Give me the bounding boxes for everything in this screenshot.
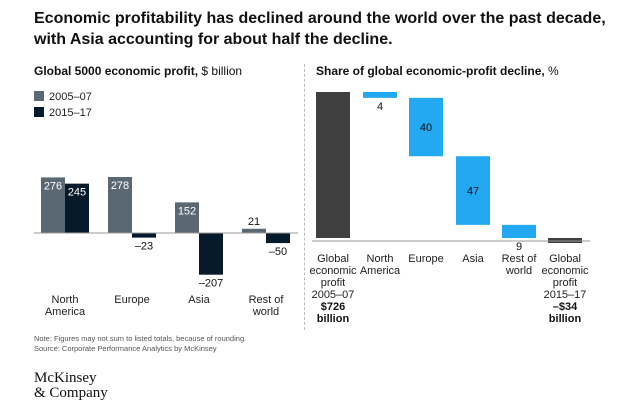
x-tick-label-0: North America bbox=[45, 294, 86, 318]
waterfall-total-label-0: $726 billion bbox=[317, 301, 350, 325]
bar-label-2015-2: –207 bbox=[199, 278, 223, 290]
waterfall-total-label-5: –$34 billion bbox=[549, 301, 582, 325]
legend-swatch-2005 bbox=[34, 91, 44, 101]
legend-item-2005: 2005–07 bbox=[34, 91, 92, 103]
footnote-note: Note: Figures may not sum to listed tota… bbox=[34, 334, 247, 343]
waterfall-label-1: 4 bbox=[377, 101, 383, 113]
waterfall-x-label-1: North America bbox=[360, 253, 401, 277]
x-tick-label-2: Asia bbox=[188, 294, 210, 306]
waterfall-label-3: 47 bbox=[467, 186, 479, 198]
x-tick-label-3: Rest of world bbox=[249, 294, 285, 318]
bar-label-2005-3: 21 bbox=[248, 216, 260, 228]
bar-2005-2 bbox=[175, 202, 199, 233]
waterfall-x-label-0: Global economic profit 2005–07 bbox=[309, 253, 357, 301]
waterfall-x-label-2: Europe bbox=[408, 253, 443, 265]
bar-2005-0 bbox=[41, 177, 65, 233]
waterfall-label-4: 9 bbox=[516, 241, 522, 253]
legend-label-2015: 2015–17 bbox=[49, 107, 92, 119]
bar-2015-0 bbox=[65, 183, 89, 233]
waterfall-x-label-5: Global economic profit 2015–17 bbox=[541, 253, 589, 301]
right-panel-title-text: Share of global economic-profit decline, bbox=[316, 64, 545, 78]
mckinsey-logo: McKinsey & Company bbox=[34, 371, 108, 401]
waterfall-label-2: 40 bbox=[420, 122, 432, 134]
chart-title: Economic profitability has declined arou… bbox=[34, 10, 606, 48]
footnote-source: Source: Corporate Performance Analytics … bbox=[34, 344, 217, 353]
waterfall-bar-0 bbox=[316, 92, 350, 238]
right-panel-title-unit: % bbox=[548, 64, 559, 78]
bar-2005-3 bbox=[242, 228, 266, 233]
bar-2015-3 bbox=[266, 233, 290, 244]
bar-label-2015-3: –50 bbox=[269, 246, 287, 258]
right-panel-title: Share of global economic-profit decline,… bbox=[316, 64, 559, 78]
left-panel-title: Global 5000 economic profit, $ billion bbox=[34, 64, 242, 78]
waterfall-bar-2 bbox=[409, 97, 443, 157]
bar-label-2015-1: –23 bbox=[135, 241, 153, 253]
waterfall-bar-3 bbox=[456, 156, 490, 225]
left-bar-chart: 276 245 North America 278 –23 Europe 152 –207 Asi… bbox=[34, 177, 298, 318]
right-waterfall-chart: 4 40 47 9 Global economic profit 2005–07$726 bil… bbox=[309, 92, 590, 325]
legend-swatch-2015 bbox=[34, 107, 44, 117]
waterfall-x-label-4: Rest of world bbox=[502, 253, 538, 277]
legend-item-2015: 2015–17 bbox=[34, 107, 92, 119]
bar-label-2015-0: 245 bbox=[68, 187, 86, 199]
footnote: Note: Figures may not sum to listed tota… bbox=[34, 334, 246, 354]
bar-2005-1 bbox=[108, 177, 132, 233]
logo-line-1: McKinsey bbox=[34, 370, 97, 386]
x-tick-label-1: Europe bbox=[114, 294, 149, 306]
left-panel-title-text: Global 5000 economic profit, bbox=[34, 64, 199, 78]
waterfall-bar-1 bbox=[363, 92, 397, 98]
bar-label-2005-2: 152 bbox=[178, 205, 196, 217]
left-panel-title-unit: $ billion bbox=[201, 64, 243, 78]
waterfall-bar-4 bbox=[502, 224, 536, 238]
bar-label-2005-0: 276 bbox=[44, 180, 62, 192]
legend-label-2005: 2005–07 bbox=[49, 91, 92, 103]
waterfall-x-label-3: Asia bbox=[462, 253, 484, 265]
panel-divider bbox=[304, 64, 305, 330]
bar-label-2005-1: 278 bbox=[111, 180, 129, 192]
bar-2015-1 bbox=[132, 233, 156, 238]
bar-2015-2 bbox=[199, 233, 223, 275]
logo-line-2: & Company bbox=[34, 385, 108, 401]
